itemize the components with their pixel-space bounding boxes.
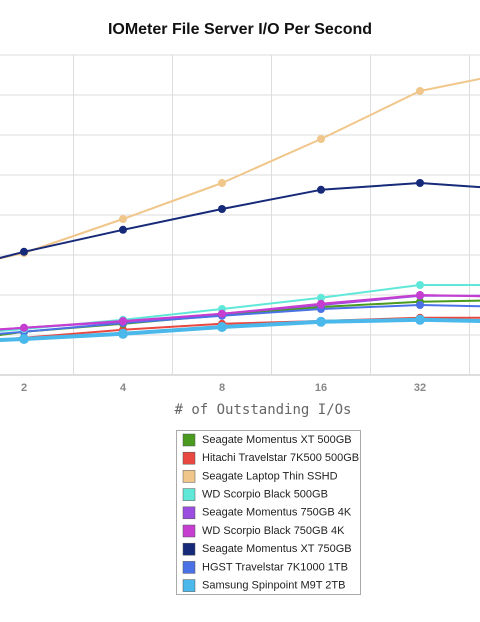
legend-label: WD Scorpio Black 500GB	[202, 489, 328, 501]
point	[416, 281, 424, 289]
legend-label: Seagate Laptop Thin SSHD	[202, 470, 338, 482]
x-tick-label: 8	[219, 382, 225, 394]
series-line	[0, 77, 480, 260]
legend-label: Seagate Momentus XT 500GB	[202, 434, 352, 446]
legend-swatch	[182, 451, 196, 465]
legend-swatch	[182, 470, 196, 483]
x-tick-label: 16	[315, 382, 327, 394]
point	[416, 291, 424, 299]
x-tick-label: 4	[120, 382, 127, 394]
point	[218, 205, 226, 213]
point	[415, 314, 425, 325]
legend-label: Hitachi Travelstar 7K500 500GB	[202, 452, 359, 464]
point	[119, 225, 127, 234]
point	[317, 135, 325, 143]
legend-swatch	[182, 542, 196, 556]
point	[19, 334, 29, 344]
point	[119, 215, 127, 223]
x-axis-title: # of Outstanding I/Os	[174, 402, 351, 418]
legend-swatch	[182, 488, 196, 501]
point	[317, 293, 325, 302]
series-line	[0, 182, 480, 259]
legend-label: Samsung Spinpoint M9T 2TB	[202, 580, 345, 592]
chart-title: IOMeter File Server I/O Per Second	[108, 21, 372, 38]
point	[218, 309, 226, 318]
legend-label: HGST Travelstar 7K1000 1TB	[202, 561, 348, 573]
legend-swatch	[182, 561, 196, 574]
point	[416, 179, 424, 187]
legend	[176, 430, 361, 595]
x-tick-label: 32	[414, 382, 426, 394]
point	[416, 87, 424, 95]
legend-swatch	[182, 433, 196, 447]
point	[20, 323, 28, 332]
legend-label: Seagate Momentus 750GB 4K	[202, 507, 352, 519]
point	[218, 179, 226, 187]
point	[317, 185, 325, 194]
legend-label: WD Scorpio Black 750GB 4K	[202, 525, 345, 537]
legend-swatch	[182, 524, 196, 538]
point	[119, 317, 127, 325]
legend-swatch	[182, 506, 196, 520]
point	[20, 247, 28, 256]
point	[316, 316, 326, 327]
legend-label: Seagate Momentus XT 750GB	[202, 543, 352, 555]
point	[416, 301, 424, 309]
point	[118, 328, 128, 339]
point	[217, 322, 227, 332]
point	[317, 299, 325, 308]
legend-swatch	[182, 579, 196, 592]
x-tick-label: 2	[21, 382, 27, 394]
